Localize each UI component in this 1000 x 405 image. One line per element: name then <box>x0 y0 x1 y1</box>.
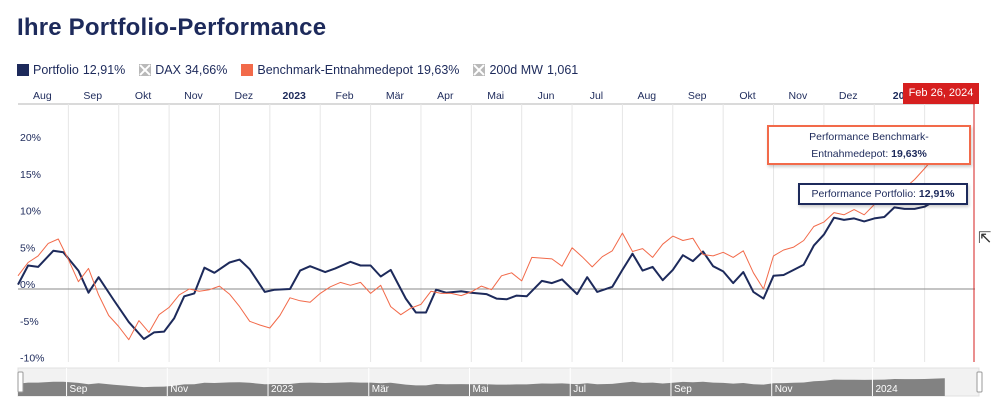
y-tick-label: -10% <box>20 353 45 365</box>
mouse-pointer-icon: ⇱ <box>978 230 992 247</box>
legend-item-200d-mw[interactable]: 200d MW 1,061 <box>473 63 578 77</box>
x-tick-label: Mär <box>386 90 405 102</box>
x-tick-label: Nov <box>789 90 808 102</box>
x-tick-label: Okt <box>135 90 151 102</box>
legend-item-portfolio[interactable]: Portfolio 12,91% <box>17 63 125 77</box>
navigator-tick-label: Mai <box>473 384 489 395</box>
y-tick-label: 10% <box>20 206 41 218</box>
tooltip-benchmark-label: Entnahmedepot: <box>811 148 889 160</box>
legend-value: 1,061 <box>546 63 579 77</box>
x-tick-label: Jun <box>538 90 555 102</box>
x-tick-label: Apr <box>437 90 454 102</box>
tooltip-benchmark-value: 19,63% <box>891 148 927 160</box>
y-tick-label: 5% <box>20 242 35 254</box>
x-tick-label: Okt <box>739 90 755 102</box>
x-tick-label: Nov <box>184 90 203 102</box>
tooltip-portfolio-label: Performance Portfolio: <box>811 188 916 200</box>
tooltip-portfolio: Performance Portfolio: 12,91% <box>798 183 968 205</box>
x-tick-label: 2023 <box>283 90 307 102</box>
series-line-portfolio <box>17 193 946 340</box>
x-tick-label: Mai <box>487 90 504 102</box>
legend-value: 19,63% <box>417 63 460 77</box>
navigator-handle-right <box>976 371 983 393</box>
navigator-tick-label: 2024 <box>875 384 898 395</box>
y-tick-label: 0% <box>20 279 35 291</box>
navigator-tick-label: Nov <box>775 384 793 395</box>
navigator-tick-label: Sep <box>674 384 692 395</box>
performance-chart[interactable]: Aug Sep Okt Nov Dez 2023 Feb Mär Apr Mai Jun Jul Aug… <box>0 78 1000 405</box>
x-tick-label: Sep <box>688 90 707 102</box>
tooltip-benchmark-title: Performance Benchmark- <box>809 131 929 143</box>
navigator-tick-label: Jul <box>573 384 586 395</box>
series-line-benchmark <box>17 144 946 341</box>
navigator-tick-label: Mär <box>372 384 390 395</box>
legend-disabled-checkbox-icon <box>139 64 152 76</box>
legend-value: 12,91% <box>82 63 126 77</box>
x-tick-label: 20 <box>893 90 905 102</box>
navigator-tick-label: 2023 <box>271 384 294 395</box>
x-tick-label: Jul <box>590 90 603 102</box>
legend-label: 200d MW <box>489 63 543 77</box>
legend-swatch-benchmark <box>241 64 254 76</box>
x-tick-label: Dez <box>839 90 858 102</box>
y-tick-label: -5% <box>20 316 39 328</box>
navigator-tick-label: Sep <box>70 384 88 395</box>
crosshair-date-label: Feb 26, 2024 <box>903 83 979 104</box>
x-tick-label: Aug <box>33 90 52 102</box>
y-tick-label: 15% <box>20 169 41 181</box>
legend-label: Benchmark-Entnahmedepot <box>257 63 414 77</box>
legend-disabled-checkbox-icon <box>473 64 486 76</box>
x-tick-label: Aug <box>637 90 656 102</box>
x-tick-label: Sep <box>83 90 102 102</box>
y-tick-label: 20% <box>20 132 41 144</box>
tooltip-portfolio-value: 12,91% <box>918 188 955 200</box>
legend-value: 34,66% <box>184 63 228 77</box>
navigator-handle-left <box>17 371 24 393</box>
tooltip-benchmark-line: Entnahmedepot: 19,63% <box>769 146 969 163</box>
page-title: Ihre Portfolio-Performance <box>17 14 327 41</box>
navigator-series-area <box>18 378 945 396</box>
tooltip-benchmark: Performance Benchmark- Entnahmedepot: 19… <box>767 125 971 165</box>
x-tick-label: Dez <box>234 90 253 102</box>
x-tick-label: Feb <box>336 90 354 102</box>
legend-item-benchmark[interactable]: Benchmark-Entnahmedepot 19,63% <box>241 63 459 77</box>
chart-legend: Portfolio 12,91% DAX 34,66% Benchmark-En… <box>17 61 592 79</box>
legend-swatch-portfolio <box>17 64 29 76</box>
navigator-tick-label: Nov <box>170 384 188 395</box>
legend-label: Portfolio <box>33 63 79 77</box>
legend-item-dax[interactable]: DAX 34,66% <box>139 63 227 77</box>
legend-label: DAX <box>155 63 181 77</box>
